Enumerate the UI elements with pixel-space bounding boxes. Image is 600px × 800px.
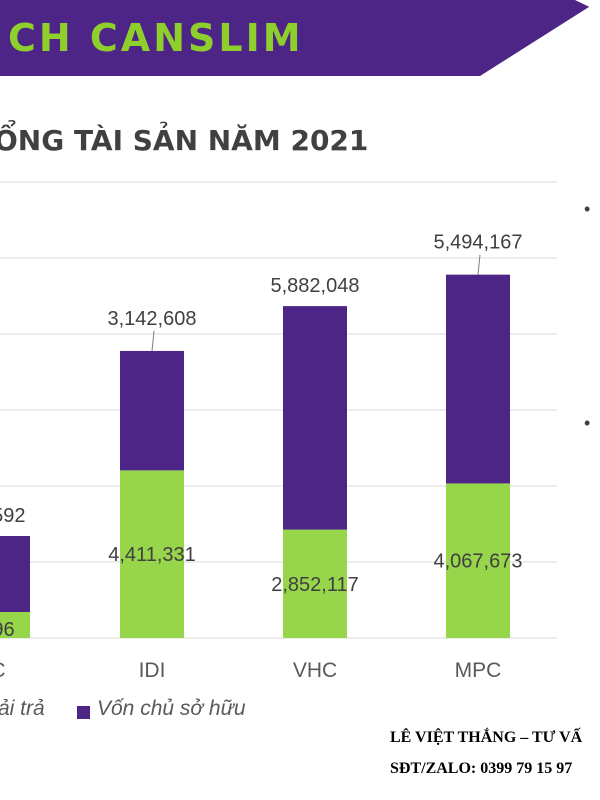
data-label-equity-MPC: 5,494,167 (434, 232, 523, 254)
category-label-VHC: VHC (293, 659, 337, 682)
category-label-IDI: IDI (139, 659, 166, 682)
title-banner (0, 0, 600, 76)
bar-liabilities-MPC (446, 483, 510, 638)
bar-liabilities-IDI (120, 470, 184, 638)
data-label-liabilities-MPC: 4,067,673 (434, 551, 523, 573)
bullet-marker: • (584, 413, 591, 433)
bar-equity-IDI (120, 350, 184, 471)
data-label-liabilities-IDI: 4,411,331 (108, 544, 196, 566)
bar-liabilities-C (0, 612, 30, 638)
category-label-MPC: MPC (455, 659, 502, 682)
data-label-equity-C: .592 (0, 505, 25, 527)
bar-liabilities-VHC (283, 529, 347, 638)
banner-title: CH CANSLIM (8, 16, 304, 60)
author-line: LÊ VIỆT THẮNG – TƯ VẤ (390, 729, 583, 746)
legend-item-equity: Vốn chủ sở hữu (97, 697, 246, 721)
chart-title: ỔNG TÀI SẢN NĂM 2021 (0, 124, 369, 157)
bullet-marker: • (584, 199, 591, 219)
banner-shape (0, 0, 600, 76)
leader-line-IDI (151, 330, 155, 352)
data-label-liabilities-VHC: 2,852,117 (271, 574, 359, 596)
legend-label-equity: Vốn chủ sở hữu (97, 697, 246, 720)
data-label-equity-VHC: 5,882,048 (271, 275, 360, 297)
category-label-C: C (0, 659, 6, 682)
legend-swatch-equity (77, 706, 90, 719)
banner-corner (575, 0, 600, 12)
bar-equity-C (0, 536, 30, 612)
bar-equity-VHC (283, 306, 347, 530)
data-label-liabilities-C: 996 (0, 619, 15, 641)
data-label-equity-IDI: 3,142,608 (108, 308, 197, 330)
bar-equity-MPC (446, 274, 510, 484)
legend-label-liabilities: ải trả (0, 697, 45, 720)
contact-line: SĐT/ZALO: 0399 79 15 97 (390, 760, 573, 777)
leader-line-MPC (477, 254, 481, 275)
legend-item-liabilities: ải trả (0, 697, 45, 721)
